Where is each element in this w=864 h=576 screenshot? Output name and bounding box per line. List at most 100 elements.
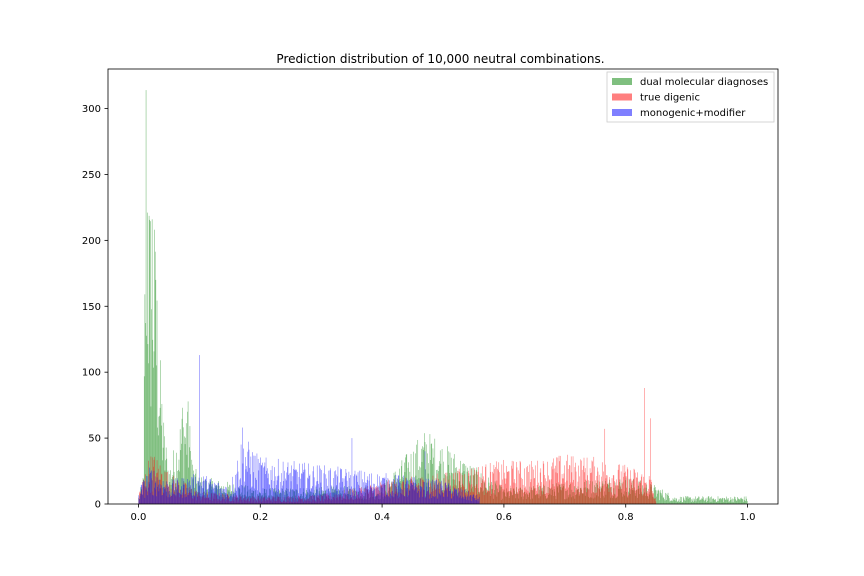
- histogram-bar: [678, 499, 680, 504]
- histogram-bar: [631, 482, 632, 504]
- histogram-bar: [184, 444, 186, 504]
- histogram-bar: [191, 477, 193, 504]
- histogram-bar: [335, 474, 337, 504]
- histogram-bar: [291, 489, 293, 504]
- histogram-bar: [475, 471, 477, 504]
- histogram-bar: [232, 484, 234, 504]
- histogram-bar: [139, 499, 140, 504]
- histogram-bar: [217, 483, 219, 504]
- histogram-bar: [346, 480, 348, 504]
- histogram-bar: [459, 471, 461, 504]
- histogram-bar: [694, 500, 696, 504]
- histogram-bar: [580, 459, 581, 504]
- histogram-bar: [443, 497, 445, 504]
- histogram-bar: [667, 492, 669, 504]
- histogram-bar: [702, 496, 704, 504]
- histogram-bar: [612, 475, 614, 504]
- histogram-bar: [471, 495, 473, 504]
- histogram-bar: [274, 467, 275, 504]
- histogram-bar: [530, 482, 531, 504]
- histogram-bar: [649, 479, 651, 504]
- histogram-bar: [469, 495, 471, 504]
- histogram-bar: [261, 465, 263, 504]
- histogram-bar: [234, 492, 235, 504]
- histogram-bar: [312, 486, 313, 504]
- histogram-bar: [321, 470, 322, 504]
- histogram-bar: [146, 475, 147, 504]
- histogram-bar: [375, 487, 376, 504]
- histogram-bar: [436, 498, 438, 504]
- histogram-bar: [417, 439, 419, 504]
- histogram-bar: [746, 501, 748, 504]
- histogram-bar: [315, 492, 316, 504]
- histogram-bar: [506, 471, 508, 504]
- histogram-bar: [157, 486, 158, 504]
- histogram-bar: [318, 483, 319, 504]
- histogram-bar: [623, 476, 624, 504]
- histogram-bar: [241, 484, 242, 504]
- histogram-bar: [301, 473, 303, 504]
- histogram-bar: [688, 496, 690, 504]
- histogram-bar: [412, 477, 414, 504]
- x-tick-label: 0.6: [496, 512, 512, 523]
- histogram-bar: [146, 335, 147, 504]
- histogram-bar: [666, 493, 668, 504]
- histogram-bar: [395, 474, 397, 504]
- histogram-bar: [175, 486, 176, 504]
- histogram-bar: [242, 463, 244, 504]
- histogram-bar: [171, 495, 172, 504]
- histogram-bar: [341, 468, 342, 504]
- histogram-bar: [434, 438, 436, 504]
- histogram-bar: [252, 472, 254, 504]
- histogram-bar: [159, 407, 161, 504]
- histogram-bar: [259, 462, 260, 504]
- histogram-bar: [253, 455, 255, 504]
- histogram-bar: [273, 480, 275, 504]
- histogram-bar: [299, 463, 300, 504]
- histogram-bar: [713, 498, 715, 504]
- histogram-bar: [160, 360, 161, 504]
- histogram-bar: [140, 493, 141, 504]
- histogram-bar: [465, 496, 467, 504]
- histogram-bar: [466, 488, 467, 504]
- histogram-bar: [299, 488, 301, 504]
- histogram-bar: [338, 490, 340, 504]
- histogram-bar: [589, 484, 590, 504]
- histogram-bar: [726, 496, 727, 504]
- histogram-bar: [536, 490, 537, 504]
- histogram-bar: [449, 490, 450, 504]
- histogram-bar: [500, 484, 501, 504]
- histogram-bar: [170, 470, 171, 504]
- histogram-bar: [608, 491, 610, 504]
- histogram-bar: [725, 499, 727, 504]
- histogram-bar: [357, 481, 358, 504]
- histogram-bar: [529, 464, 531, 504]
- histogram-bar: [329, 491, 330, 504]
- histogram-bar: [453, 473, 454, 504]
- histogram-bar: [380, 480, 382, 504]
- histogram-bar: [464, 495, 466, 504]
- histogram-bar: [402, 481, 404, 504]
- histogram-bar: [337, 476, 338, 504]
- histogram-bar: [553, 486, 555, 504]
- histogram-bar: [279, 492, 281, 504]
- histogram-bar: [304, 462, 305, 504]
- histogram-bar: [458, 488, 459, 504]
- histogram-bar: [196, 496, 198, 504]
- histogram-bar: [331, 492, 333, 504]
- histogram-bar: [285, 478, 286, 504]
- histogram-bar: [195, 493, 197, 504]
- histogram-bar: [704, 501, 705, 504]
- histogram-bar: [439, 483, 441, 504]
- histogram-bar: [560, 489, 562, 504]
- histogram-bar: [676, 498, 677, 504]
- histogram-bar: [444, 483, 446, 504]
- histogram-bar: [699, 500, 701, 504]
- histogram-bar: [425, 444, 427, 504]
- histogram-bar: [677, 501, 679, 504]
- histogram-bar: [448, 483, 450, 504]
- histogram-bar: [607, 483, 609, 504]
- histogram-bar: [531, 460, 532, 504]
- histogram-bar: [399, 482, 400, 504]
- histogram-bar: [427, 453, 428, 504]
